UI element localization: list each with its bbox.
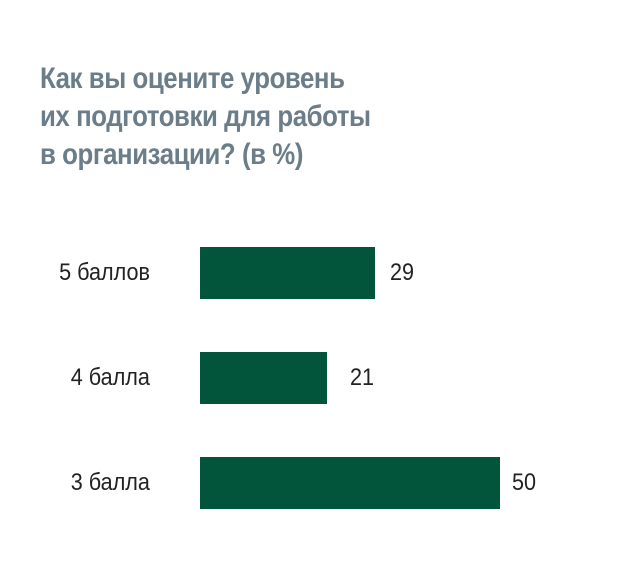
chart-title-line: Как вы оцените уровень xyxy=(40,62,345,95)
bar-value: 50 xyxy=(512,469,537,496)
category-label: 3 балла xyxy=(70,469,150,496)
chart-title-line: в организации? (в %) xyxy=(40,138,303,171)
chart-title: Как вы оцените уровень их подготовки для… xyxy=(40,60,401,174)
bar-value: 21 xyxy=(350,364,375,391)
bar-row-4: 4 балла 21 xyxy=(0,350,640,406)
bar-row-3: 3 балла 50 xyxy=(0,455,640,511)
bar-row-5: 5 баллов 29 xyxy=(0,245,640,301)
chart-title-line: их подготовки для работы xyxy=(40,100,371,133)
bar xyxy=(200,247,375,299)
category-label: 4 балла xyxy=(70,364,150,391)
bar xyxy=(200,352,327,404)
bar xyxy=(200,457,500,509)
category-label: 5 баллов xyxy=(59,259,150,286)
bar-value: 29 xyxy=(390,259,415,286)
